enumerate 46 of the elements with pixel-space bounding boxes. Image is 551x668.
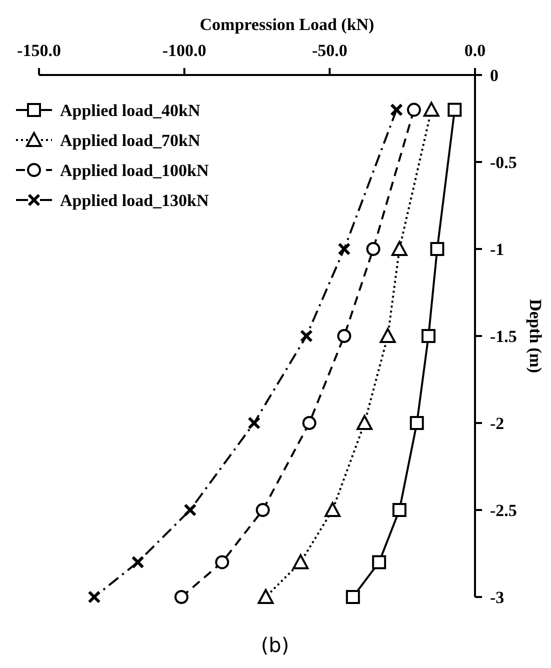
x-tick-label: 0.0 [464, 41, 486, 60]
y-tick-label: -2.5 [490, 501, 517, 520]
point [338, 242, 351, 256]
point [324, 502, 341, 517]
point [337, 329, 352, 343]
legend-label: Applied load_130kN [60, 191, 210, 210]
point [390, 103, 404, 116]
x-axis-title: Compression Load (kN) [200, 15, 374, 34]
point [430, 242, 444, 256]
point [448, 102, 462, 117]
y-tick-label: 0 [490, 66, 498, 85]
point [215, 555, 230, 570]
x-tick-label: -50.0 [312, 41, 348, 60]
point [258, 589, 274, 604]
point [248, 416, 261, 430]
point [366, 242, 380, 256]
point [356, 415, 373, 430]
point [256, 503, 270, 517]
point [421, 329, 436, 343]
point [131, 556, 144, 569]
y-tick-label: -1.5 [490, 327, 517, 346]
point [423, 102, 440, 117]
x-tick-label: -150.0 [17, 41, 61, 60]
legend-label: Applied load_70kN [60, 131, 202, 150]
y-tick-label: -2 [490, 414, 504, 433]
y-tick-label: -0.5 [490, 153, 517, 172]
legend-label: Applied load_40kN [60, 101, 202, 120]
point [292, 554, 309, 570]
point [406, 102, 421, 117]
point [300, 330, 313, 342]
y-tick-label: -1 [490, 240, 504, 259]
point [184, 504, 197, 516]
x-tick-label: -100.0 [162, 41, 206, 60]
point [302, 416, 316, 430]
point [88, 590, 101, 604]
point [380, 328, 396, 343]
point [372, 555, 386, 570]
point [346, 590, 360, 604]
point [392, 503, 406, 517]
text: (b) [260, 633, 290, 657]
legend-label: Applied load_100kN [60, 161, 210, 180]
y-axis-title: Depth (m) [526, 298, 545, 374]
point [410, 416, 424, 430]
point [174, 590, 188, 604]
point [391, 241, 408, 256]
y-tick-label: -3 [490, 588, 504, 607]
